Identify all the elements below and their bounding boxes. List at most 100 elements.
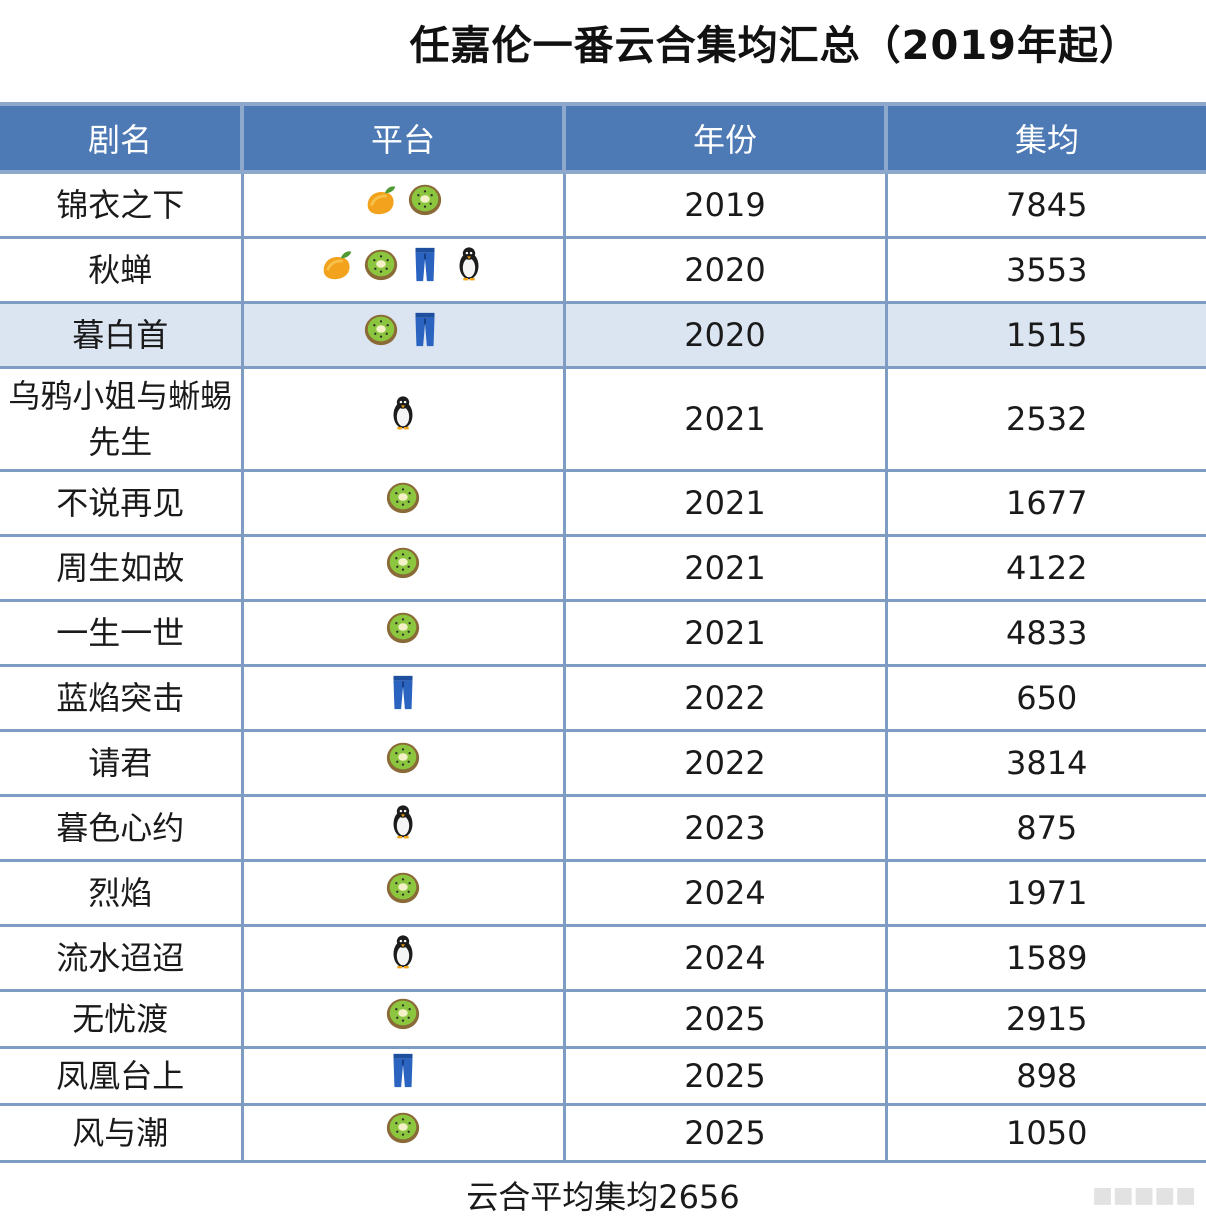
year-cell: 2022 xyxy=(562,665,886,732)
drama-title-cell: 不说再见 xyxy=(0,470,242,537)
penguin-icon xyxy=(384,394,422,444)
average-cell: 3814 xyxy=(884,730,1206,797)
average-cell: 2915 xyxy=(884,990,1206,1049)
platform-cell xyxy=(240,1104,564,1163)
table-row: 暮白首 2020 1515 xyxy=(0,302,1206,369)
table-row: 锦衣之下 2019 7845 xyxy=(0,172,1206,239)
year-cell: 2025 xyxy=(562,990,886,1049)
drama-title-cell: 暮白首 xyxy=(0,302,242,369)
average-cell: 1971 xyxy=(884,860,1206,927)
penguin-icon xyxy=(384,803,422,853)
platform-cell xyxy=(240,860,564,927)
average-cell: 898 xyxy=(884,1047,1206,1106)
page-title: 任嘉伦一番云合集均汇总（2019年起） xyxy=(409,23,1140,69)
table-row: 一生一世 2021 4833 xyxy=(0,600,1206,667)
platform-cell xyxy=(240,990,564,1049)
kiwi-icon xyxy=(362,310,400,360)
average-cell: 1589 xyxy=(884,925,1206,992)
table-row: 暮色心约 2023 875 xyxy=(0,795,1206,862)
platform-cell xyxy=(240,665,564,732)
platform-cell xyxy=(240,172,564,239)
year-cell: 2025 xyxy=(562,1047,886,1106)
penguin-icon xyxy=(384,933,422,983)
kiwi-icon xyxy=(384,543,422,593)
kiwi-icon xyxy=(384,1108,422,1158)
year-cell: 2020 xyxy=(562,302,886,369)
kiwi-icon xyxy=(362,245,400,295)
drama-title-cell: 暮色心约 xyxy=(0,795,242,862)
drama-title-cell: 凤凰台上 xyxy=(0,1047,242,1106)
jeans-icon xyxy=(406,245,444,295)
table-row: 不说再见 2021 1677 xyxy=(0,470,1206,537)
drama-title-cell: 风与潮 xyxy=(0,1104,242,1163)
mango-icon xyxy=(362,180,400,230)
platform-cell xyxy=(240,1047,564,1106)
year-cell: 2019 xyxy=(562,172,886,239)
kiwi-icon xyxy=(384,478,422,528)
average-cell: 1515 xyxy=(884,302,1206,369)
average-cell: 7845 xyxy=(884,172,1206,239)
platform-cell xyxy=(240,237,564,304)
platform-cell xyxy=(240,925,564,992)
drama-title-cell: 周生如故 xyxy=(0,535,242,602)
drama-title-cell: 蓝焰突击 xyxy=(0,665,242,732)
average-cell: 875 xyxy=(884,795,1206,862)
average-cell: 4833 xyxy=(884,600,1206,667)
average-cell: 1677 xyxy=(884,470,1206,537)
jeans-icon xyxy=(406,310,444,360)
drama-title-cell: 一生一世 xyxy=(0,600,242,667)
table-row: 无忧渡 2025 2915 xyxy=(0,990,1206,1049)
watermark: ■■■■■ xyxy=(1092,1183,1196,1208)
column-header-year: 年份 xyxy=(562,102,886,174)
average-cell: 4122 xyxy=(884,535,1206,602)
platform-cell xyxy=(240,302,564,369)
drama-title-cell: 无忧渡 xyxy=(0,990,242,1049)
year-cell: 2022 xyxy=(562,730,886,797)
kiwi-icon xyxy=(384,738,422,788)
platform-cell xyxy=(240,470,564,537)
year-cell: 2021 xyxy=(562,600,886,667)
year-cell: 2021 xyxy=(562,367,886,472)
table-row: 蓝焰突击 2022 650 xyxy=(0,665,1206,732)
table-row: 烈焰 2024 1971 xyxy=(0,860,1206,927)
mango-icon xyxy=(318,245,356,295)
average-cell: 650 xyxy=(884,665,1206,732)
platform-cell xyxy=(240,367,564,472)
platform-cell xyxy=(240,730,564,797)
penguin-icon xyxy=(450,245,488,295)
average-cell: 3553 xyxy=(884,237,1206,304)
average-cell: 1050 xyxy=(884,1104,1206,1163)
platform-cell xyxy=(240,600,564,667)
table-row: 凤凰台上 2025 898 xyxy=(0,1047,1206,1106)
jeans-icon xyxy=(384,1051,422,1101)
table-row: 乌鸦小姐与蜥蜴 先生 2021 2532 xyxy=(0,367,1206,472)
table-row: 请君 2022 3814 xyxy=(0,730,1206,797)
year-cell: 2023 xyxy=(562,795,886,862)
year-cell: 2020 xyxy=(562,237,886,304)
column-header-platform: 平台 xyxy=(240,102,564,174)
drama-title-cell: 秋蝉 xyxy=(0,237,242,304)
table-row: 秋蝉 2020 3553 xyxy=(0,237,1206,304)
drama-title-cell: 锦衣之下 xyxy=(0,172,242,239)
average-cell: 2532 xyxy=(884,367,1206,472)
drama-title-cell: 烈焰 xyxy=(0,860,242,927)
kiwi-icon xyxy=(384,868,422,918)
drama-title-cell: 流水迢迢 xyxy=(0,925,242,992)
kiwi-icon xyxy=(406,180,444,230)
column-header-average: 集均 xyxy=(884,102,1206,174)
year-cell: 2025 xyxy=(562,1104,886,1163)
year-cell: 2021 xyxy=(562,470,886,537)
column-header-title: 剧名 xyxy=(0,102,242,174)
platform-cell xyxy=(240,795,564,862)
drama-title-cell: 请君 xyxy=(0,730,242,797)
drama-title-cell: 乌鸦小姐与蜥蜴 先生 xyxy=(0,367,242,472)
jeans-icon xyxy=(384,673,422,723)
kiwi-icon xyxy=(384,994,422,1044)
overall-average-note: 云合平均集均2656 xyxy=(466,1178,740,1216)
platform-cell xyxy=(240,535,564,602)
table-row: 风与潮 2025 1050 xyxy=(0,1104,1206,1163)
year-cell: 2021 xyxy=(562,535,886,602)
year-cell: 2024 xyxy=(562,860,886,927)
table-row: 流水迢迢 2024 1589 xyxy=(0,925,1206,992)
summary-table: 剧名 平台 年份 集均 锦衣之下 2019 7845 秋蝉 2020 3553 暮白首 202… xyxy=(0,102,1206,1163)
